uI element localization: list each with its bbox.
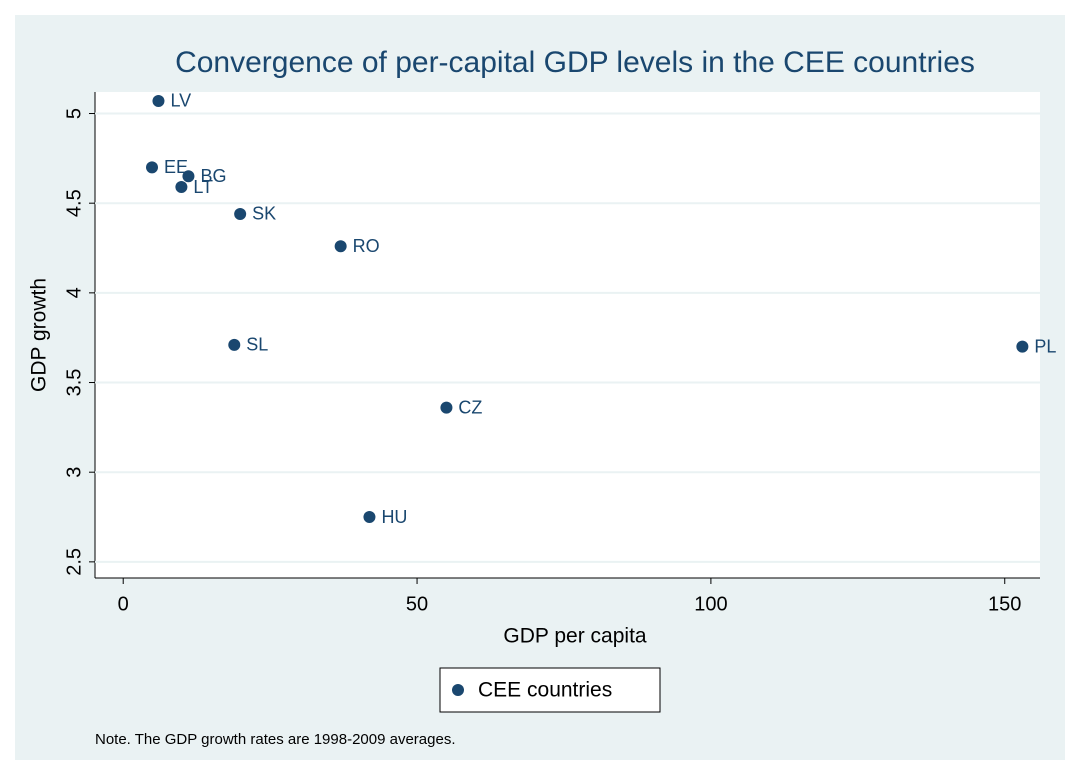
y-tick-label: 3 xyxy=(63,467,85,478)
legend xyxy=(439,667,661,713)
legend-label: CEE countries xyxy=(478,679,612,702)
x-tick-label: 100 xyxy=(694,593,727,615)
point-label: SK xyxy=(252,204,276,224)
point-label: PL xyxy=(1034,336,1056,356)
y-tick-label: 5 xyxy=(63,108,85,119)
note: Note. The GDP growth rates are 1998-2009… xyxy=(95,731,456,748)
point xyxy=(334,240,347,253)
point-label: HU xyxy=(381,507,407,527)
y-tick-label: 3.5 xyxy=(63,369,85,397)
legend-marker xyxy=(452,684,464,696)
point xyxy=(363,511,376,524)
plot-region xyxy=(95,92,1040,578)
point-label: CZ xyxy=(458,397,482,417)
y-axis-label: GDP growth xyxy=(28,278,51,392)
x-tick-label: 150 xyxy=(988,593,1021,615)
point xyxy=(146,161,159,174)
point xyxy=(440,401,453,414)
point xyxy=(152,94,165,107)
y-tick-label: 4.5 xyxy=(63,189,85,217)
x-axis-label: GDP per capita xyxy=(503,625,647,648)
chart-title: Convergence of per-capital GDP levels in… xyxy=(175,46,975,79)
point xyxy=(182,170,195,183)
point xyxy=(1016,340,1029,353)
point xyxy=(234,207,247,220)
x-tick-label: 50 xyxy=(406,593,428,615)
point xyxy=(175,181,188,194)
x-tick-label: 0 xyxy=(118,593,129,615)
point-label: BG xyxy=(200,166,226,186)
y-tick-label: 2.5 xyxy=(63,548,85,576)
y-tick-label: 4 xyxy=(63,287,85,298)
point-label: SL xyxy=(246,335,268,355)
point-label: EE xyxy=(164,157,188,177)
point-label: LT xyxy=(193,177,213,197)
point-label: LV xyxy=(170,91,191,111)
point xyxy=(228,338,241,351)
point-label: RO xyxy=(353,236,380,256)
